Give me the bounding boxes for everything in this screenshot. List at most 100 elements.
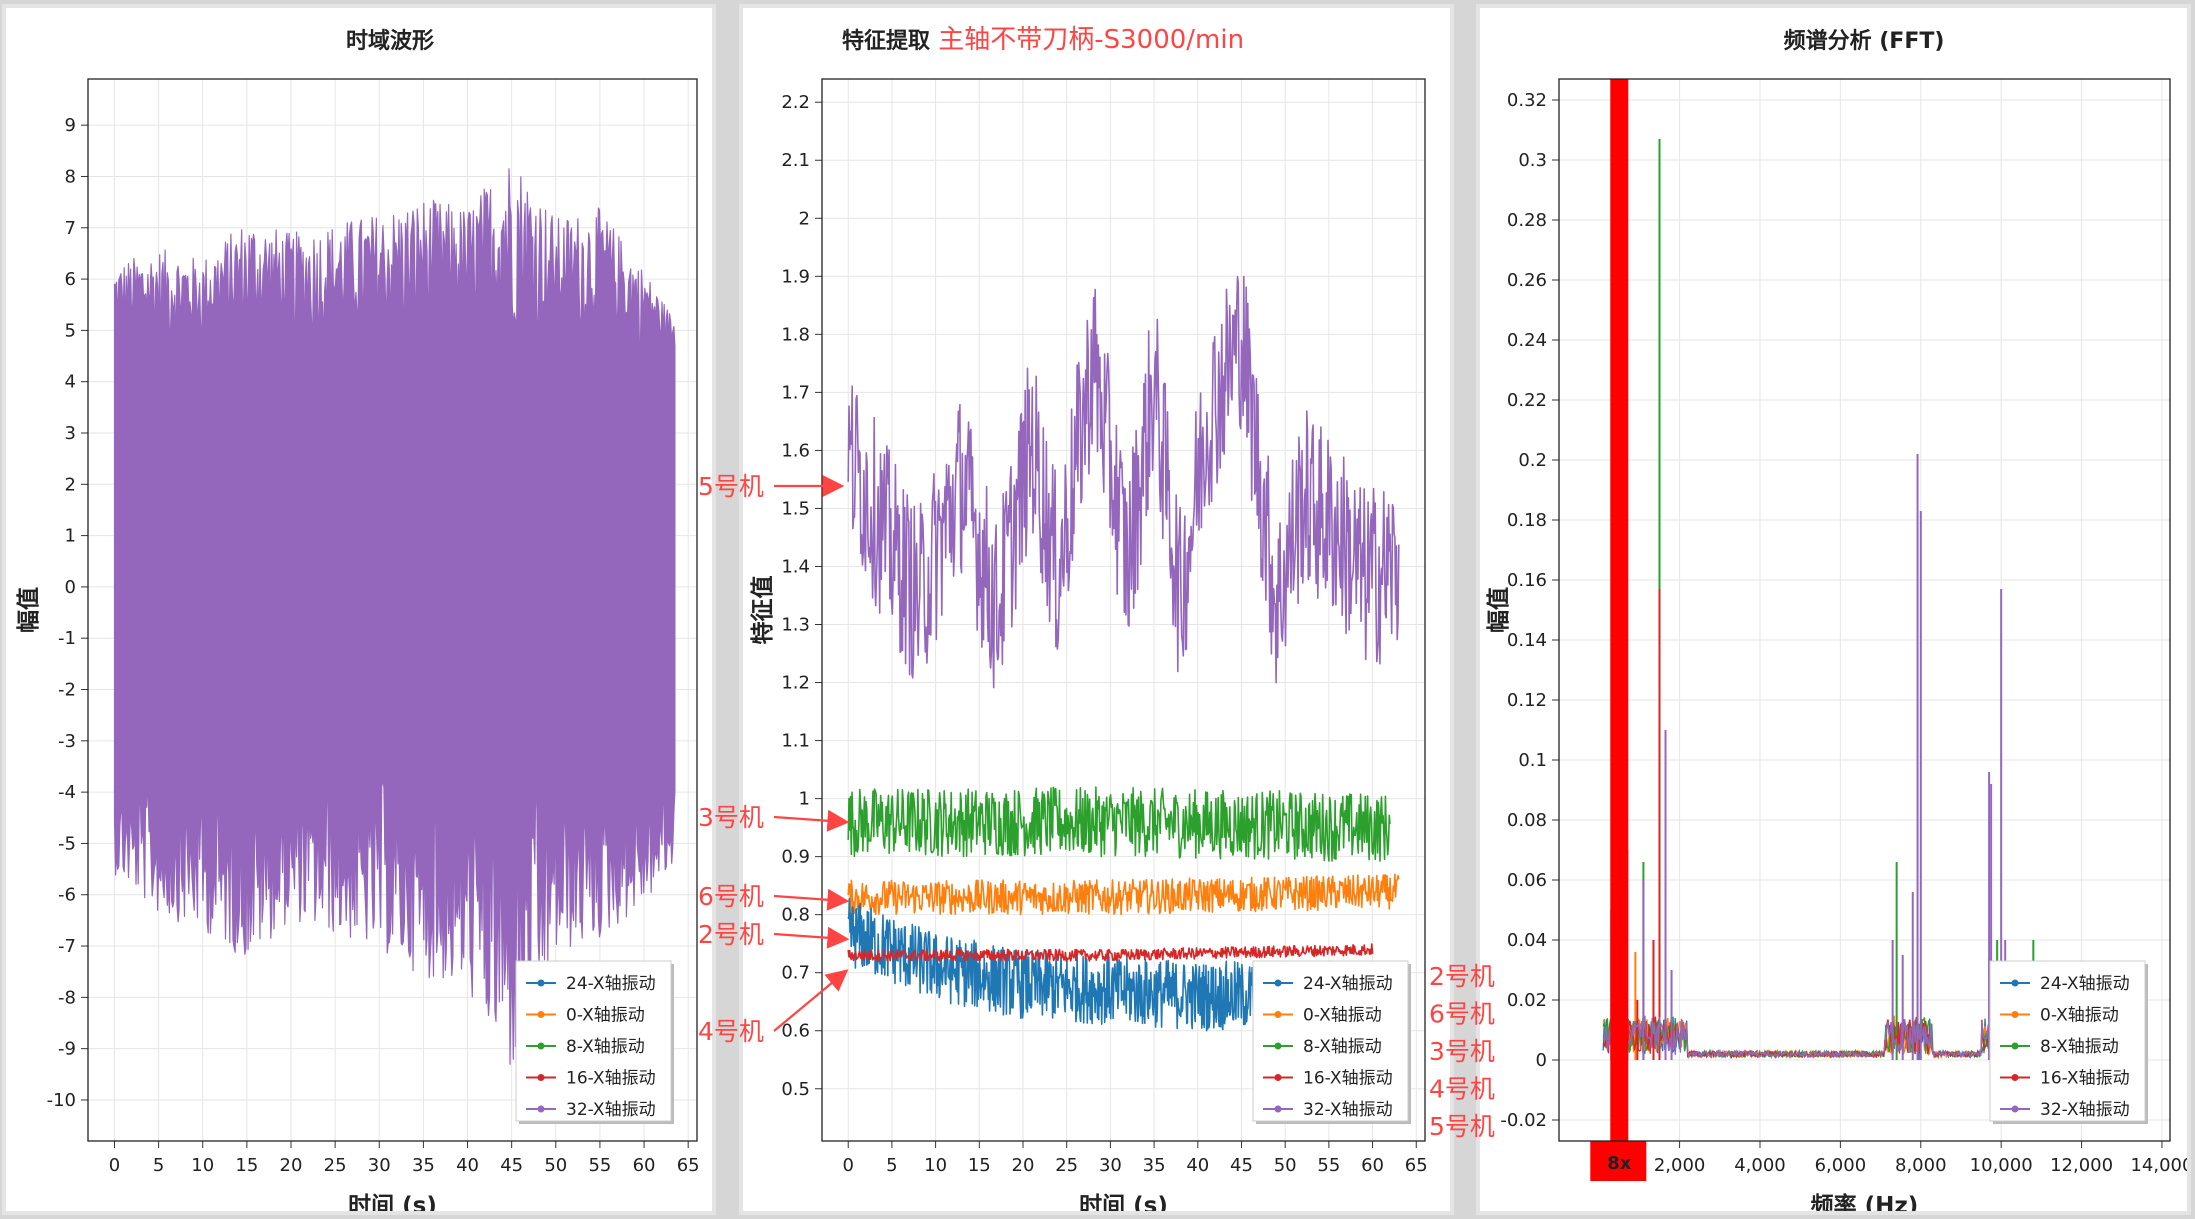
y-tick-label: 0.08 <box>1507 810 1547 831</box>
x-tick-label: 2,000 <box>1654 1155 1706 1176</box>
x-tick-label: 50 <box>544 1155 567 1176</box>
legend-marker <box>2011 979 2019 987</box>
y-tick-label: -10 <box>47 1090 76 1111</box>
legend-label: 0-X轴振动 <box>566 1006 645 1026</box>
y-tick-label: 1.4 <box>781 556 810 577</box>
x-tick-label: 25 <box>1055 1155 1078 1176</box>
panel-time-waveform: 时域波形 0 5 10 15 20 25 30 35 40 45 50 55 60 65 -10 -9 -8 -7-… <box>6 8 712 1219</box>
series-8x <box>847 786 1391 862</box>
y-tick-label: -3 <box>58 731 76 752</box>
x-tick-label: 40 <box>456 1155 479 1176</box>
legend-label: 8-X轴振动 <box>2040 1037 2119 1057</box>
y-tick-label: -6 <box>58 885 76 906</box>
series-32x <box>847 275 1400 689</box>
y-tick-label: 0.22 <box>1507 390 1547 411</box>
y-tick-label: 6 <box>65 269 76 290</box>
y-tick-label: 0.24 <box>1507 330 1547 351</box>
x-tick-label: 20 <box>280 1155 303 1176</box>
legend-marker <box>2011 1074 2019 1081</box>
y-tick-label: -8 <box>58 987 76 1008</box>
y-tick-label: 1 <box>799 789 810 810</box>
fft-baseline <box>1602 1016 2042 1060</box>
legend-marker <box>537 1042 545 1050</box>
y-tick-label: 1.2 <box>781 673 810 694</box>
x-tick-label: 40 <box>1186 1155 1209 1176</box>
x-tick-label: 25 <box>324 1155 347 1176</box>
y-tick-label: 3 <box>65 423 76 444</box>
series-16x <box>847 943 1374 962</box>
series-16x <box>1602 589 2042 1060</box>
x-tick-label: 55 <box>588 1155 611 1176</box>
y-tick-label: 0.9 <box>781 847 810 868</box>
x-tick-label: 65 <box>1405 1155 1428 1176</box>
x-tick-label: 10 <box>191 1155 214 1176</box>
x-tick-label: 4,000 <box>1734 1155 1786 1176</box>
y-tick-label: 0.26 <box>1507 270 1547 291</box>
y-tick-label: 1.8 <box>781 324 810 345</box>
legend-label: 0-X轴振动 <box>1303 1006 1382 1026</box>
x-axis-title: 时间 (s) <box>1079 1193 1168 1211</box>
title-suffix: 主轴不带刀柄-S3000/min <box>930 25 1244 55</box>
y-tick-label: 0.06 <box>1507 870 1547 891</box>
legend-marker <box>2011 1105 2019 1113</box>
legend-label: 32-X轴振动 <box>2040 1100 2130 1120</box>
order-marker-band <box>1610 79 1629 1141</box>
y-tick-label: 1.3 <box>781 615 810 636</box>
chart-feature-extraction: 特征提取 主轴不带刀柄-S3000/min 0 5 10 15 20 25 30 35 40 45 5… <box>749 25 1428 1219</box>
x-tick-label: 50 <box>1274 1155 1297 1176</box>
y-tick-label: -0.02 <box>1500 1110 1547 1131</box>
legend-marker <box>1274 1011 1282 1018</box>
y-tick-label: 2.2 <box>781 92 810 113</box>
series-32-x-vibration <box>113 168 676 1065</box>
y-tick-label: 0.18 <box>1507 510 1547 531</box>
legend-marker <box>1274 1042 1282 1050</box>
legend-label: 24-X轴振动 <box>2040 974 2130 994</box>
y-tick-label: 0.28 <box>1507 210 1547 231</box>
legend-label: 32-X轴振动 <box>566 1100 656 1120</box>
chart-title: 频谱分析 (FFT) <box>1784 28 1945 54</box>
y-axis-title: 幅值 <box>1485 587 1512 633</box>
x-tick-label: 30 <box>1099 1155 1122 1176</box>
y-tick-label: 8 <box>65 166 76 187</box>
gridlines <box>1559 79 2170 1141</box>
y-tick-label: 0.6 <box>781 1021 810 1042</box>
x-tick-label: 55 <box>1317 1155 1340 1176</box>
y-tick-label: 1.9 <box>781 266 810 287</box>
plot-frame <box>1558 78 2171 1142</box>
legend-label: 16-X轴振动 <box>1303 1069 1393 1089</box>
x-axis-title: 时间 (s) <box>348 1193 437 1211</box>
legend-marker <box>537 1074 545 1081</box>
chart-title: 时域波形 <box>346 28 434 54</box>
legend-marker <box>537 1011 545 1018</box>
plot-frame <box>821 78 1426 1142</box>
x-axis-title: 频率 (Hz) <box>1811 1192 1919 1211</box>
x-tick-label: 60 <box>633 1155 656 1176</box>
y-tick-label: 4 <box>65 372 76 393</box>
y-tick-label: 0.02 <box>1507 990 1547 1011</box>
y-tick-label: 5 <box>65 320 76 341</box>
y-tick-label: 9 <box>65 115 76 136</box>
legend-label: 24-X轴振动 <box>566 974 656 994</box>
y-tick-label: 2 <box>799 208 810 229</box>
x-tick-label: 60 <box>1361 1155 1384 1176</box>
x-tick-label: 35 <box>412 1155 435 1176</box>
legend-label: 8-X轴振动 <box>566 1037 645 1057</box>
x-tick-label: 15 <box>968 1155 991 1176</box>
legend: 24-X轴振动 0-X轴振动 8-X轴振动 16-X轴振动 32-X轴振动 <box>1252 960 1411 1124</box>
y-tick-label: 0.16 <box>1507 570 1547 591</box>
legend-marker <box>537 979 545 987</box>
x-tick-label: 20 <box>1012 1155 1035 1176</box>
y-tick-label: 7 <box>65 218 76 239</box>
y-tick-label: 1.7 <box>781 382 810 403</box>
y-tick-label: 0.3 <box>1518 150 1547 171</box>
x-tick-label: 0 <box>109 1155 120 1176</box>
y-axis-title: 幅值 <box>15 587 42 633</box>
y-tick-label: 1 <box>65 526 76 547</box>
legend-marker <box>1274 1074 1282 1081</box>
legend-marker <box>2011 1042 2019 1050</box>
y-tick-label: 0.8 <box>781 905 810 926</box>
legend: 24-X轴振动 0-X轴振动 8-X轴振动 16-X轴振动 32-X轴振动 <box>515 960 674 1124</box>
x-tick-label: 30 <box>368 1155 391 1176</box>
legend-marker <box>537 1105 545 1113</box>
